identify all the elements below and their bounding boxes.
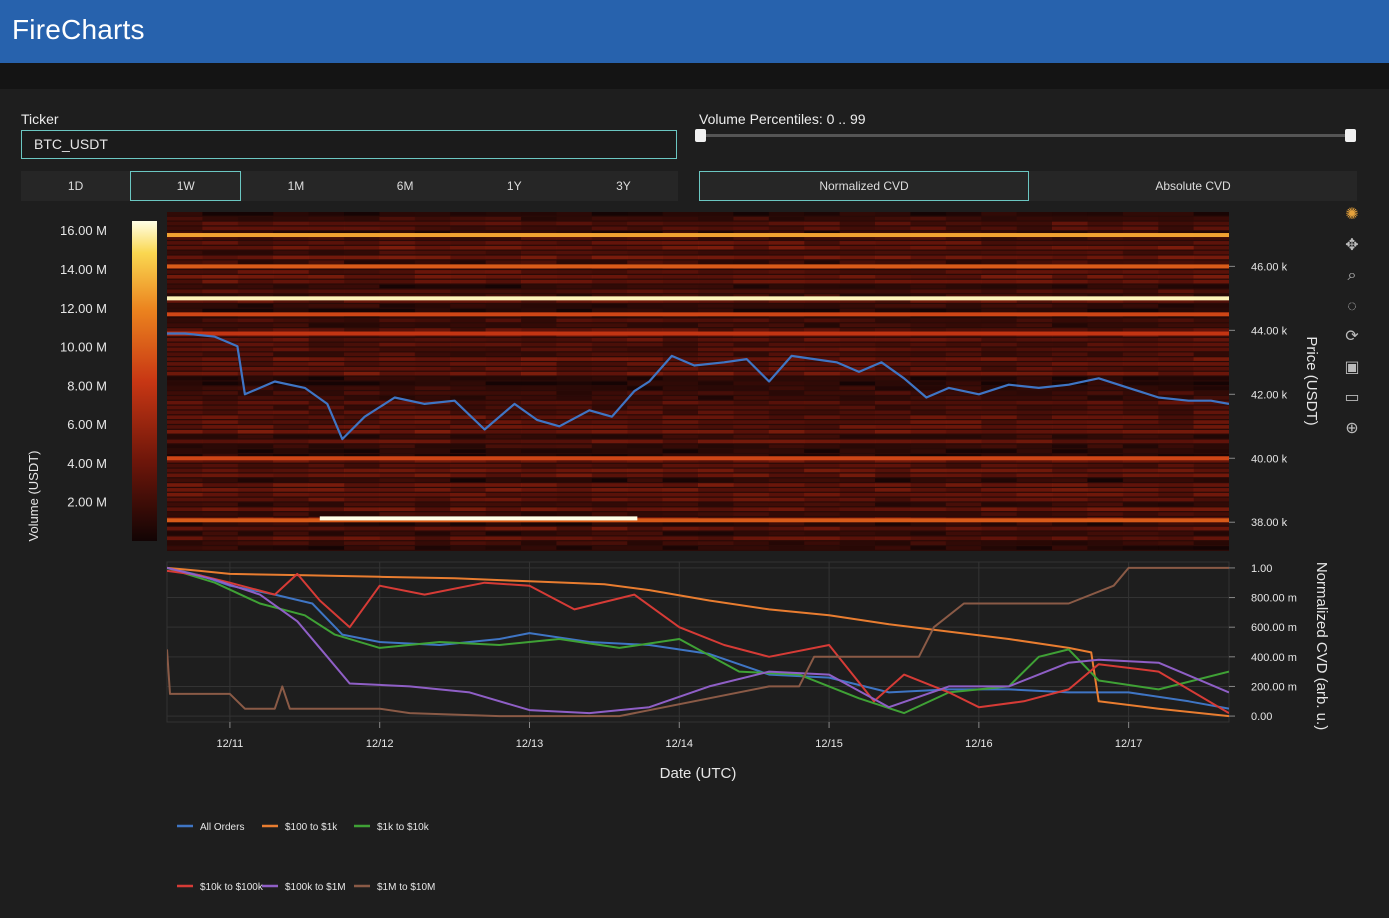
range-button-1y[interactable]: 1Y bbox=[506, 179, 522, 193]
absolute-cvd-button[interactable]: Absolute CVD bbox=[1155, 179, 1231, 193]
chart-modebar: ✺ ✥ ⌕ ◌ ⟳ ▣ ▭ ⊕ bbox=[1338, 204, 1368, 444]
lasso-icon[interactable]: ◌ bbox=[1347, 297, 1357, 315]
app-title: FireCharts bbox=[12, 14, 145, 45]
cvd-mode-selector: Normalized CVD Absolute CVD bbox=[699, 171, 1357, 201]
plotly-logo-icon[interactable]: ✺ bbox=[1345, 206, 1359, 223]
normalized-cvd-button[interactable]: Normalized CVD bbox=[699, 171, 1029, 201]
main-panel bbox=[0, 89, 1389, 918]
comment-icon[interactable]: ▭ bbox=[1344, 389, 1360, 406]
volume-percentile-max-handle[interactable] bbox=[1345, 129, 1356, 142]
reset-icon[interactable]: ⟳ bbox=[1345, 328, 1359, 345]
range-button-1d[interactable]: 1D bbox=[67, 179, 84, 193]
crosshair-icon[interactable]: ⊕ bbox=[1345, 419, 1359, 437]
save-icon[interactable]: ▣ bbox=[1344, 358, 1360, 376]
range-button-1w[interactable]: 1W bbox=[130, 171, 242, 201]
volume-percentile-slider-track[interactable] bbox=[699, 134, 1352, 137]
range-button-1m[interactable]: 1M bbox=[287, 179, 305, 193]
zoom-icon[interactable]: ⌕ bbox=[1347, 267, 1357, 284]
volume-percentile-min-handle[interactable] bbox=[695, 129, 706, 142]
range-button-3y[interactable]: 3Y bbox=[616, 179, 631, 193]
ticker-label: Ticker bbox=[21, 111, 59, 127]
volume-percentiles-label: Volume Percentiles: 0 .. 99 bbox=[699, 111, 866, 127]
time-range-selector: 1D 1W 1M 6M 1Y 3Y bbox=[21, 171, 678, 201]
app-header: FireCharts bbox=[0, 0, 1389, 63]
ticker-input[interactable]: BTC_USDT bbox=[21, 130, 677, 159]
range-button-6m[interactable]: 6M bbox=[396, 179, 414, 193]
header-spacer bbox=[0, 63, 1389, 89]
pan-icon[interactable]: ✥ bbox=[1345, 236, 1359, 254]
